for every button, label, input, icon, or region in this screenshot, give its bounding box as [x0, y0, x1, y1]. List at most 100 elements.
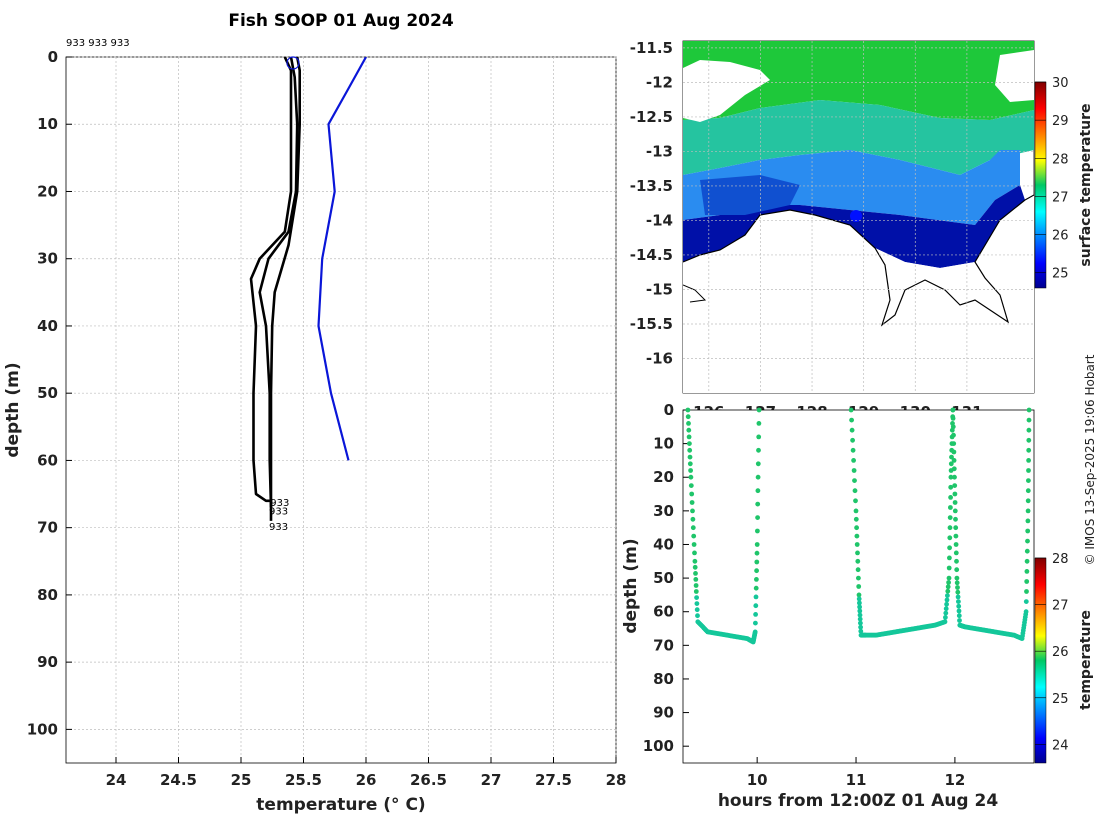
temperature-sample-point — [685, 407, 691, 413]
temperature-sample-point — [956, 603, 962, 609]
temperature-sample-point — [856, 584, 862, 589]
profile-y-tick-label: 80 — [37, 586, 58, 604]
temperature-sample-point — [755, 461, 761, 467]
time-depth-y-tick-label: 70 — [653, 636, 674, 654]
profile-x-tick-label: 25.5 — [285, 771, 322, 789]
temperature-sample-point — [956, 599, 961, 604]
temperature-sample-point — [1026, 458, 1031, 463]
temperature-sample-point — [953, 516, 958, 522]
temperature-sample-point — [1024, 589, 1029, 594]
temperature-sample-point — [849, 427, 855, 433]
profile-grid — [66, 56, 617, 763]
surface-colorbar-title: surface temperature — [1078, 103, 1094, 266]
temperature-sample-point — [857, 616, 863, 622]
temperature-sample-point — [948, 495, 953, 500]
temperature-sample-point — [755, 488, 761, 494]
sst-warm-region — [683, 41, 1034, 120]
profile-x-tick-label: 28 — [606, 771, 627, 789]
temperature-sample-point — [951, 466, 957, 472]
temperature-sample-point — [945, 593, 950, 598]
time-depth-panel: 0 10 20 30 40 50 60 70 80 90 100 10 11 12 hours from… — [621, 401, 1094, 811]
temperature-sample-point — [946, 580, 951, 585]
profile-panel: 24 24.5 25 25.5 26 26.5 27 27.5 28 0 10 20 30 40 50 60… — [3, 48, 626, 815]
sst-blue-patch — [700, 175, 800, 215]
map-lat-label: -15.5 — [630, 315, 673, 333]
temperature-sample-point — [857, 612, 863, 618]
temperature-sample-point — [955, 594, 961, 600]
temperature-colorbar-ticks: 24 25 26 27 28 — [1035, 552, 1069, 753]
temperature-sample-point — [857, 600, 862, 606]
map-lat-label: -12 — [646, 73, 673, 91]
profile-y-ticks: 0 10 20 30 40 50 60 70 80 90 100 — [27, 48, 72, 738]
time-depth-x-tick-label: 10 — [747, 771, 768, 789]
surface-colorbar-label: 26 — [1052, 229, 1069, 244]
temperature-sample-point — [1025, 488, 1031, 494]
temperature-sample-point — [854, 525, 859, 531]
profile-y-tick-label: 100 — [27, 720, 58, 738]
profile-series-line — [258, 57, 299, 508]
cast-end-label: 933 — [269, 506, 288, 517]
temperature-sample-point — [856, 575, 861, 581]
map-panel: 126127128129130131 -11.5-12-12.5-13-13.5… — [630, 39, 1094, 421]
profile-y-tick-label: 90 — [37, 653, 58, 671]
vessel-position-marker — [850, 210, 862, 222]
temperature-sample-point — [756, 421, 762, 426]
profile-y-tick-label: 30 — [37, 250, 58, 268]
map-lat-label: -14 — [646, 211, 673, 229]
profile-y-tick-label: 50 — [37, 384, 58, 402]
cast-start-marker — [286, 56, 300, 70]
temperature-sample-point — [854, 542, 860, 547]
profile-series-line — [249, 57, 293, 503]
temperature-sample-point — [753, 612, 758, 617]
temperature-sample-point — [1023, 599, 1029, 604]
temperature-sample-point — [856, 596, 862, 602]
sst-cool-region — [683, 150, 1020, 225]
missing-data-north — [683, 60, 770, 122]
temperature-sample-point — [855, 567, 861, 573]
time-depth-y-ticks: 0 10 20 30 40 50 60 70 80 90 100 — [643, 401, 689, 755]
time-depth-x-tick-label: 12 — [944, 771, 965, 789]
temperature-colorbar-title: temperature — [1078, 610, 1094, 710]
temperature-sample-point — [753, 594, 759, 600]
temperature-sample-point — [853, 498, 858, 504]
temperature-sample-point — [687, 447, 693, 453]
temperature-sample-point — [755, 515, 760, 520]
temperature-sample-point — [951, 449, 957, 455]
temperature-sample-point — [954, 580, 960, 586]
temperature-sample-point — [857, 604, 862, 610]
temperature-sample-point — [1025, 508, 1031, 514]
temperature-sample-point — [947, 525, 953, 531]
cast-end-label: 933 — [270, 498, 289, 509]
surface-colorbar-label: 25 — [1052, 267, 1069, 282]
temperature-sample-point — [956, 608, 962, 614]
map-lat-label: -11.5 — [630, 39, 673, 57]
temperature-sample-point — [1024, 569, 1030, 574]
temperature-sample-point — [755, 501, 761, 507]
temperature-sample-point — [1025, 518, 1031, 524]
temperature-sample-point — [858, 624, 863, 630]
profile-y-tick-label: 0 — [48, 48, 58, 66]
temperature-sample-point — [690, 516, 696, 522]
surface-colorbar-label: 28 — [1052, 152, 1069, 167]
temperature-sample-point — [688, 468, 693, 473]
station-label: 933 933 933 — [66, 38, 130, 49]
temperature-sample-point — [953, 542, 959, 547]
temperature-sample-point — [953, 525, 959, 531]
coastline-west — [683, 284, 707, 303]
temperature-sample-point — [856, 592, 862, 598]
map-lat-label: -12.5 — [630, 108, 673, 126]
temperature-sample-point — [947, 545, 952, 551]
temperature-sample-point — [685, 414, 691, 420]
temperature-sample-point — [945, 584, 951, 590]
temperature-sample-point — [948, 484, 954, 490]
temperature-sample-point — [954, 575, 960, 581]
temperature-sample-point — [693, 577, 699, 582]
temperature-colorbar-label: 25 — [1052, 692, 1069, 707]
temperature-sample-point — [755, 474, 761, 480]
temperature-sample-point — [948, 461, 954, 467]
map-lat-label: -15 — [646, 280, 673, 298]
temperature-sample-point — [952, 483, 958, 488]
temperature-sample-point — [852, 478, 857, 483]
temperature-sample-point — [693, 589, 699, 594]
